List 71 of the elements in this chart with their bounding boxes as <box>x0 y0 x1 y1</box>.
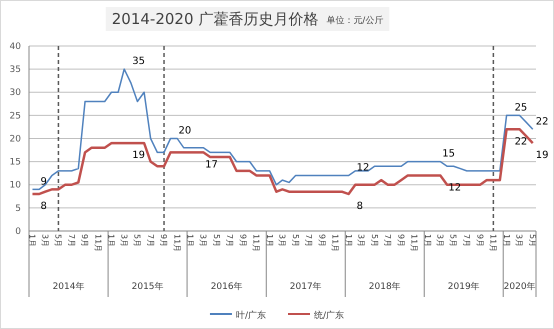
x-tick-label: 1月 <box>264 234 274 248</box>
chart-title: 2014-2020 广藿香历史月价格 <box>112 10 318 28</box>
annotation: 12 <box>448 182 462 194</box>
text: 2017年 <box>290 281 322 292</box>
x-tick-label: 11月 <box>410 234 419 252</box>
line-series <box>32 68 534 190</box>
x-tick-label: 5月 <box>54 234 63 248</box>
x-tick-label: 7月 <box>146 234 155 248</box>
annotation: 8 <box>356 201 363 212</box>
annotation: 9 <box>40 176 47 188</box>
y-tick-label: 5 <box>15 204 21 214</box>
x-tick-label: 9月 <box>475 234 484 248</box>
x-tick-label: 3月 <box>356 234 366 248</box>
x-tick-label: 7月 <box>304 234 313 248</box>
annotation: 17 <box>205 159 218 170</box>
x-tick-label: 3月 <box>40 234 50 248</box>
annotation: 22 <box>536 116 548 128</box>
x-tick-label: 5月 <box>448 234 458 248</box>
annotation: 12 <box>356 162 370 174</box>
legend-label: 统/广东 <box>314 310 344 321</box>
x-tick-label: 11月 <box>93 234 102 252</box>
x-tick-label: 11月 <box>488 234 498 252</box>
x-tick-label: 5月 <box>132 234 142 248</box>
chart-subtitle: 单位：元/公斤 <box>326 15 384 26</box>
annotation: 20 <box>178 126 192 136</box>
x-tick-label: 5月 <box>212 234 221 248</box>
x-tick-label: 11月 <box>172 234 182 252</box>
line-series <box>31 128 534 196</box>
x-tick-label: 7月 <box>225 234 234 248</box>
text: 2014年 <box>52 281 84 292</box>
x-tick-label: 7月 <box>462 234 471 248</box>
x-tick-label: 3月 <box>514 234 524 248</box>
annotation: 19 <box>536 150 548 162</box>
annotation: 35 <box>132 56 145 68</box>
x-tick-label: 9月 <box>80 234 90 248</box>
y-tick-label: 25 <box>10 111 21 122</box>
x-tick-label: 9月 <box>396 234 406 248</box>
annotation: 22 <box>514 136 528 148</box>
x-tick-label: 9月 <box>238 234 248 248</box>
y-tick-label: 10 <box>10 180 22 191</box>
y-tick-label: 15 <box>10 158 21 168</box>
x-tick-label: 7月 <box>382 234 392 248</box>
x-tick-label: 3月 <box>436 234 445 248</box>
x-tick-label: 3月 <box>198 234 208 248</box>
y-tick-label: 30 <box>10 88 22 98</box>
y-tick-label: 0 <box>15 226 22 237</box>
x-tick-label: 11月 <box>252 234 261 252</box>
x-tick-label: 3月 <box>119 234 128 248</box>
x-tick-label: 3月 <box>278 234 287 248</box>
y-tick-label: 20 <box>10 134 22 144</box>
annotation: 15 <box>442 148 456 160</box>
legend-label: 叶/广东 <box>236 310 266 321</box>
x-tick-label: 9月 <box>159 234 168 248</box>
y-tick-label: 35 <box>10 65 21 76</box>
annotation: 25 <box>514 102 528 114</box>
text: 2018年 <box>368 281 401 292</box>
text: 2016年 <box>210 281 243 292</box>
x-tick-label: 11月 <box>330 234 340 252</box>
text: 2019年 <box>448 281 480 292</box>
x-tick-label: 1月 <box>422 234 432 248</box>
y-tick-label: 40 <box>10 42 22 52</box>
annotation: 19 <box>132 150 145 162</box>
x-tick-label: 5月 <box>370 234 379 248</box>
text: 2020年 <box>504 281 536 292</box>
x-tick-label: 9月 <box>317 234 326 248</box>
x-tick-label: 1月 <box>344 234 353 248</box>
x-tick-label: 7月 <box>66 234 76 248</box>
annotation: 8 <box>40 201 47 212</box>
x-tick-label: 5月 <box>290 234 300 248</box>
text: 2015年 <box>132 281 164 292</box>
x-tick-label: 1月 <box>502 234 511 248</box>
